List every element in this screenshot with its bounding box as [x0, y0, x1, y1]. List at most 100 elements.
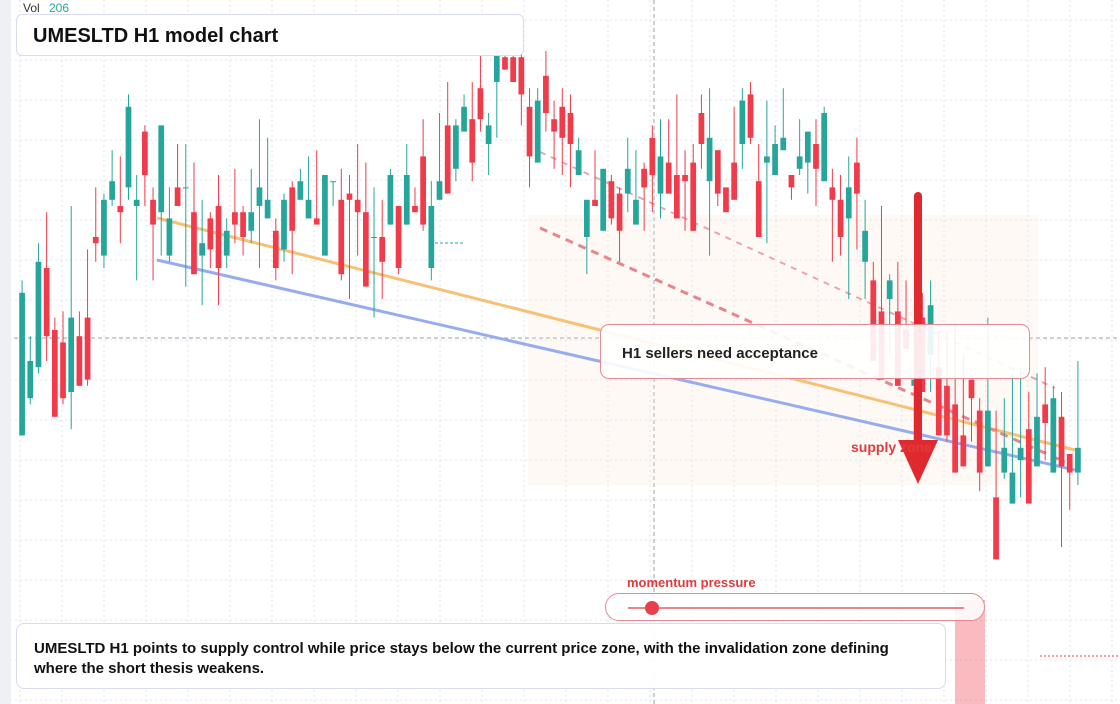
candle-body-down: [289, 187, 296, 231]
candle-body-up: [428, 206, 435, 268]
candle-body-up: [281, 199, 287, 250]
candle-body-down: [60, 342, 66, 399]
candle-body-down: [232, 212, 238, 225]
callout-text: H1 sellers need acceptance: [622, 345, 818, 362]
candle-body-up: [403, 175, 410, 225]
candle-body-up: [583, 199, 590, 237]
momentum-gauge[interactable]: [605, 593, 985, 621]
candle-body-down: [723, 187, 729, 213]
candle-body-down: [935, 367, 942, 436]
summary-box: UMESLTD H1 points to supply control whil…: [16, 623, 946, 689]
candle-body-down: [420, 156, 427, 225]
candle-body-down: [207, 218, 214, 250]
arrow-head: [898, 440, 938, 484]
candle-body-down: [272, 230, 279, 268]
candle-body-down: [1058, 416, 1065, 467]
candle-body-down: [567, 113, 574, 144]
supply-zone-label: supply zone: [851, 439, 932, 455]
candle-body-up: [436, 181, 443, 200]
candle-body-up: [821, 113, 828, 182]
candle-body-down: [150, 199, 156, 225]
momentum-knob[interactable]: [644, 601, 659, 615]
candle-body-down: [354, 199, 361, 213]
sellers-callout: H1 sellers need acceptance: [600, 324, 1030, 379]
candle-body-down: [502, 57, 508, 70]
candle-body-down: [813, 144, 819, 169]
candle-body-down: [1066, 454, 1073, 473]
candle-body-down: [854, 162, 860, 194]
candle-body-down: [215, 206, 222, 268]
candle-body-up: [886, 280, 893, 299]
candle-body-down: [551, 119, 557, 132]
candle-body-up: [297, 181, 304, 200]
candle-body-up: [600, 168, 607, 231]
candle-body-up: [133, 199, 140, 206]
candle-body-up: [35, 261, 42, 368]
candle-body-down: [379, 237, 386, 262]
candle-body-up: [493, 51, 500, 82]
candle-body-down: [412, 206, 418, 213]
candle-body-up: [739, 100, 746, 144]
candle-body-up: [199, 243, 206, 256]
candle-body-down: [444, 125, 451, 194]
candle-body-up: [461, 106, 467, 132]
candle-body-up: [772, 144, 778, 175]
candle-body-down: [313, 218, 320, 225]
candle-body-down: [960, 435, 967, 467]
candle-body-up: [1050, 398, 1057, 473]
candle-body-up: [845, 187, 852, 219]
candle-body-up: [125, 106, 132, 188]
candle-body-up: [223, 230, 230, 256]
candle-body-up: [862, 230, 868, 262]
volume-label: Vol: [23, 1, 40, 15]
candle-body-down: [43, 268, 50, 337]
candle-body-down: [673, 175, 680, 219]
candle-body-up: [796, 156, 803, 169]
candle-body-down: [518, 57, 525, 95]
candle-body-up: [371, 237, 377, 238]
candle-body-down: [690, 162, 697, 231]
candle-body-down: [641, 168, 647, 188]
candle-body-down: [788, 175, 795, 188]
candle-body-up: [1009, 472, 1016, 504]
candle-body-down: [510, 57, 517, 82]
candle-body-down: [84, 317, 91, 380]
candle-body-down: [747, 94, 754, 138]
candle-body-down: [993, 497, 999, 560]
candle-body-up: [624, 168, 631, 194]
candle-body-up: [68, 317, 75, 392]
candle-body-down: [559, 106, 566, 138]
momentum-label: momentum pressure: [627, 575, 756, 590]
candle-body-down: [731, 162, 738, 200]
supply-arrow: [898, 192, 938, 484]
candle-body-down: [829, 187, 836, 200]
candle-body-up: [322, 175, 328, 256]
candle-body-up: [1075, 447, 1081, 473]
candle-body-down: [976, 410, 983, 473]
candle-body-down: [682, 175, 688, 182]
candle-body-down: [92, 237, 99, 244]
candle-body-down: [649, 137, 656, 175]
momentum-track-line: [628, 607, 964, 609]
candle-body-down: [395, 206, 402, 268]
candle-body-up: [182, 187, 189, 189]
candle-body-up: [453, 125, 459, 169]
left-scale-strip: [0, 0, 11, 704]
candle-body-up: [985, 410, 991, 467]
candle-body-up: [19, 292, 25, 436]
candle-body-up: [248, 212, 255, 231]
candle-body-down: [543, 75, 549, 113]
candle-body-down: [665, 162, 672, 194]
candle-body-down: [592, 199, 598, 206]
candle-body-up: [534, 100, 541, 163]
candle-body-down: [952, 404, 959, 473]
candle-body-up: [264, 199, 271, 219]
candle-body-up: [158, 125, 165, 213]
candle-body-down: [469, 119, 476, 163]
volume-value: 206: [49, 1, 70, 15]
candle-body-down: [837, 199, 844, 237]
chart-title: UMESLTD H1 model chart: [33, 25, 279, 47]
candle-body-up: [780, 137, 787, 151]
candle-body-down: [338, 199, 345, 275]
candle-body-down: [362, 212, 369, 287]
